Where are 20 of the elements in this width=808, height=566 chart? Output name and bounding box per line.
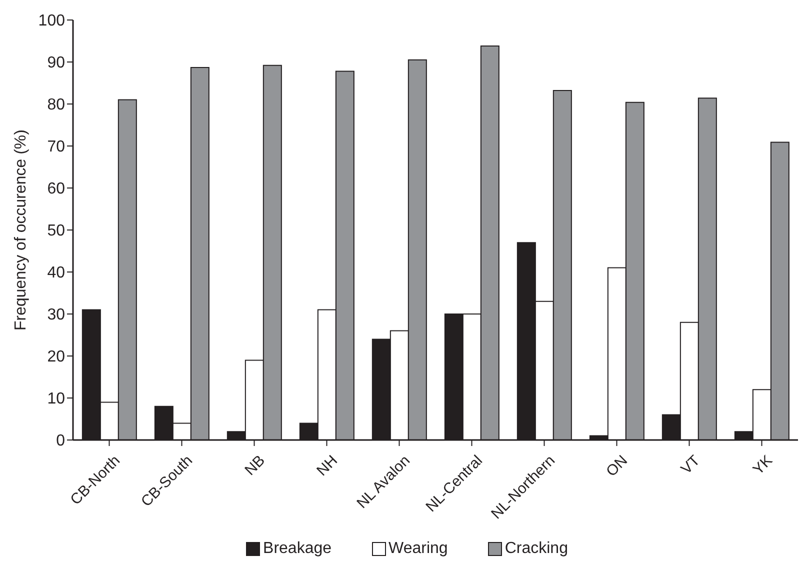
legend-label: Cracking [504,540,568,558]
x-tick-label: VT [678,452,704,478]
y-axis-title: Frequency of occurence (%) [12,130,30,330]
x-tick-label: YK [750,452,776,478]
y-tick-label: 60 [47,180,66,198]
y-tick-label: 80 [47,96,66,114]
y-tick-label: 40 [47,264,66,282]
x-tick-label: NB [242,452,268,479]
legend-label: Wearing [388,540,448,558]
y-tick-label: 0 [56,432,66,450]
y-tick-label: 20 [47,348,66,366]
y-tick-label: 100 [38,12,66,30]
y-tick-label: 50 [47,222,66,240]
y-tick-label: 30 [47,306,66,324]
x-tick-label: NH [314,452,341,480]
y-tick-label: 70 [47,138,66,156]
y-tick-label: 10 [47,390,66,408]
x-tick-label: ON [603,452,631,480]
y-tick-label: 90 [47,54,66,72]
legend-label: Breakage [262,540,332,558]
